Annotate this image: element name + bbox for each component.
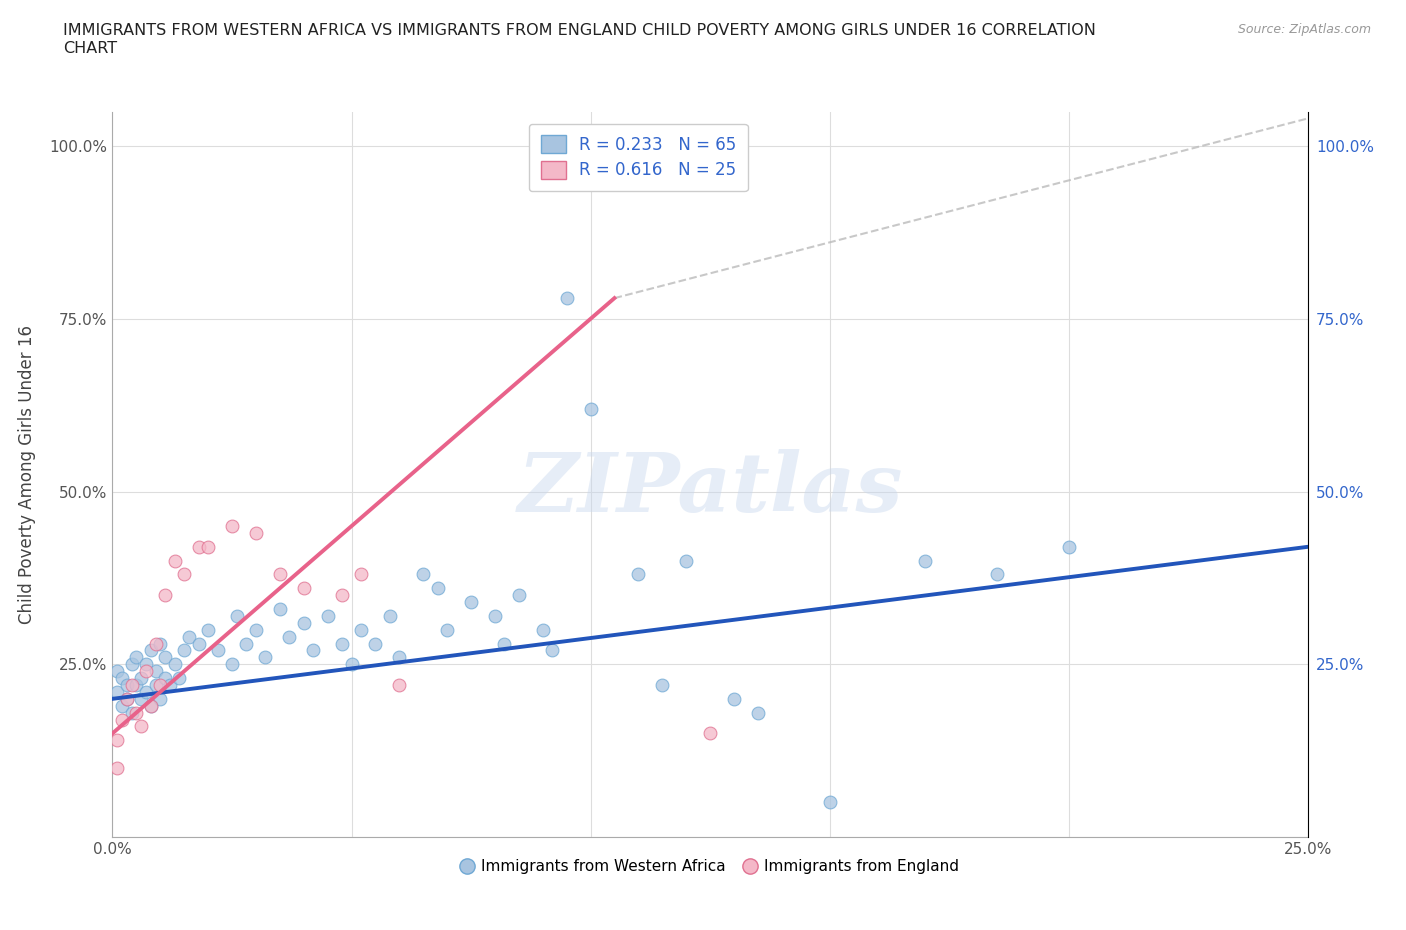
Point [508,588,530,603]
Point [221,657,243,671]
Point [173,567,195,582]
Point [292,616,315,631]
Point [111,698,134,713]
Text: Source: ZipAtlas.com: Source: ZipAtlas.com [1237,23,1371,36]
Point [139,643,162,658]
Point [627,567,650,582]
Point [651,678,673,693]
Point [484,608,506,623]
Point [378,608,401,623]
Point [153,671,176,685]
Point [135,664,157,679]
Point [111,671,134,685]
Point [145,678,167,693]
Point [163,553,186,568]
Point [125,678,148,693]
Point [105,733,128,748]
Point [278,630,301,644]
Point [145,636,167,651]
Point [388,650,411,665]
Point [159,678,181,693]
Point [235,636,257,651]
Legend: Immigrants from Western Africa, Immigrants from England: Immigrants from Western Africa, Immigran… [456,853,965,880]
Point [330,588,353,603]
Point [531,622,554,637]
Point [121,678,143,693]
Point [1057,539,1080,554]
Point [115,691,138,706]
Point [187,636,209,651]
Point [245,525,267,540]
Point [330,636,353,651]
Text: IMMIGRANTS FROM WESTERN AFRICA VS IMMIGRANTS FROM ENGLAND CHILD POVERTY AMONG GI: IMMIGRANTS FROM WESTERN AFRICA VS IMMIGR… [63,23,1097,56]
Point [121,657,143,671]
Point [111,712,134,727]
Point [436,622,458,637]
Point [129,671,152,685]
Point [125,650,148,665]
Point [555,291,578,306]
Point [302,643,325,658]
Point [145,664,167,679]
Point [135,657,157,671]
Point [125,705,148,720]
Point [135,684,157,699]
Point [197,622,219,637]
Point [115,691,138,706]
Point [139,698,162,713]
Point [269,602,291,617]
Point [115,678,138,693]
Point [149,691,172,706]
Point [723,691,745,706]
Point [173,643,195,658]
Point [225,608,247,623]
Point [105,684,128,699]
Point [316,608,339,623]
Point [169,671,191,685]
Point [254,650,277,665]
Point [388,678,411,693]
Point [105,664,128,679]
Point [153,650,176,665]
Point [541,643,564,658]
Point [364,636,387,651]
Point [747,705,769,720]
Point [129,691,152,706]
Point [555,159,578,174]
Point [269,567,291,582]
Point [105,761,128,776]
Point [129,719,152,734]
Point [197,539,219,554]
Point [221,519,243,534]
Text: ZIPatlas: ZIPatlas [517,449,903,529]
Point [350,622,373,637]
Point [986,567,1008,582]
Point [914,553,936,568]
Point [121,705,143,720]
Point [426,581,449,596]
Point [292,581,315,596]
Y-axis label: Child Poverty Among Girls Under 16: Child Poverty Among Girls Under 16 [18,325,35,624]
Point [163,657,186,671]
Point [699,726,721,741]
Point [579,401,602,416]
Point [207,643,229,658]
Point [494,636,516,651]
Point [340,657,363,671]
Point [460,594,482,609]
Point [177,630,200,644]
Point [818,795,841,810]
Point [149,636,172,651]
Point [245,622,267,637]
Point [675,553,697,568]
Point [412,567,434,582]
Point [187,539,209,554]
Point [139,698,162,713]
Point [350,567,373,582]
Point [149,678,172,693]
Point [153,588,176,603]
